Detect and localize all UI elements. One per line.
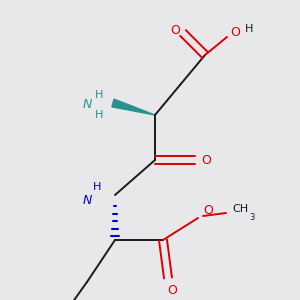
Text: O: O	[201, 154, 211, 166]
Text: H: H	[95, 90, 103, 100]
Text: CH: CH	[232, 204, 248, 214]
Text: N: N	[82, 194, 92, 206]
Text: O: O	[170, 25, 180, 38]
Text: H: H	[245, 24, 253, 34]
Text: O: O	[203, 203, 213, 217]
Text: O: O	[230, 26, 240, 40]
Polygon shape	[112, 99, 155, 115]
Text: H: H	[93, 182, 101, 192]
Text: 3: 3	[249, 212, 255, 221]
Text: H: H	[95, 110, 103, 120]
Text: O: O	[167, 284, 177, 296]
Text: N: N	[82, 98, 92, 112]
